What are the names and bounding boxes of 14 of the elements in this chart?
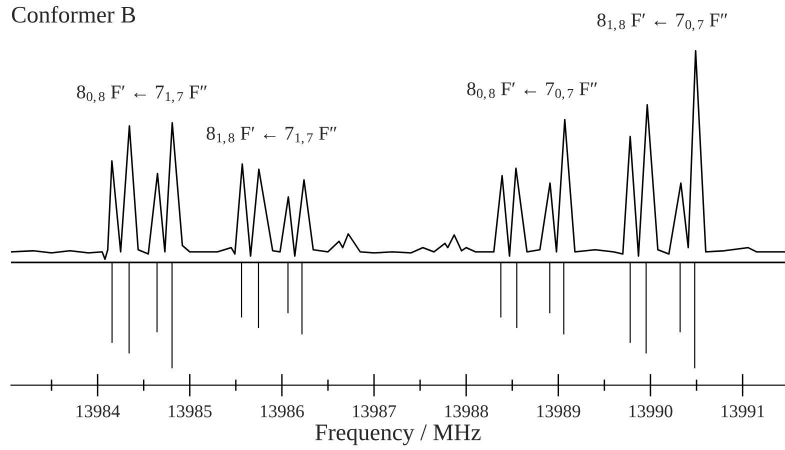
- annotation: 8$_{1,8}$ F′ ← 7$_{1,7}$ F″: [206, 126, 336, 144]
- x-tick-label: 13987: [353, 405, 396, 418]
- annotation: 8$_{0,8}$ F′ ← 7$_{0,7}$ F″: [467, 82, 597, 100]
- x-tick-label: 13991: [722, 405, 764, 418]
- annotation: 8$_{0,8}$ F′ ← 7$_{1,7}$ F″: [76, 85, 207, 104]
- x-tick-label: 13986: [260, 405, 304, 418]
- x-tick-label: 13990: [629, 405, 672, 418]
- x-tick-label: 13985: [168, 405, 212, 418]
- x-tick-label: 13984: [76, 405, 120, 418]
- x-axis-title: Frequency / MHz: [315, 424, 481, 446]
- x-tick-label: 13989: [537, 405, 580, 418]
- text: 8$_{1,8}$ F′ ← 7$_{0,7}$ F″: [597, 13, 728, 32]
- chart-title: Conformer B: [12, 6, 136, 23]
- x-tick-label: 13988: [445, 405, 488, 418]
